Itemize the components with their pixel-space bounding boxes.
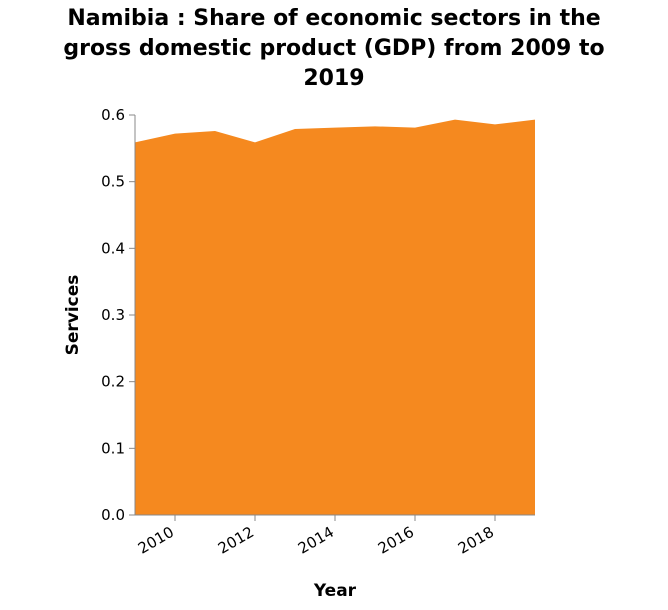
plot-area [135, 119, 535, 516]
x-tick-label: 2012 [215, 523, 257, 558]
x-axis-title: Year [313, 581, 357, 601]
y-tick-label: 0.4 [101, 239, 125, 257]
y-axis-title: Services [63, 275, 83, 356]
x-axis: 2010 2012 2014 2016 2018 [135, 514, 535, 558]
y-tick-label: 0.1 [101, 439, 125, 457]
x-tick-label: 2010 [135, 523, 177, 558]
x-tick-label: 2018 [455, 523, 497, 558]
services-area [135, 119, 535, 516]
x-tick-label: 2016 [375, 523, 417, 558]
x-tick-label: 2014 [295, 523, 337, 558]
y-tick-label: 0.5 [101, 173, 125, 191]
chart-title-line-2: gross domestic product (GDP) from 2009 t… [63, 36, 605, 61]
y-tick-label: 0.3 [101, 306, 125, 324]
chart-title: Namibia : Share of economic sectors in t… [0, 4, 668, 94]
chart-title-line-3: 2019 [303, 66, 365, 91]
y-tick-label: 0.6 [101, 106, 125, 124]
chart-title-line-1: Namibia : Share of economic sectors in t… [67, 6, 601, 31]
y-axis: 0.0 0.1 0.2 0.3 0.4 0.5 0.6 [101, 106, 136, 524]
y-tick-label: 0.0 [101, 506, 125, 524]
y-tick-label: 0.2 [101, 373, 125, 391]
